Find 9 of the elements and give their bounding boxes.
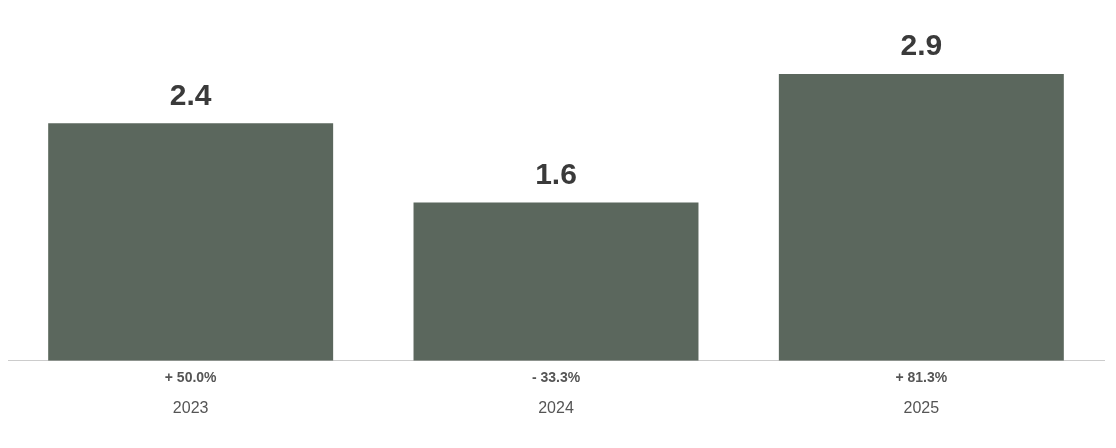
data-label: 1.6 (535, 156, 577, 190)
data-label: 2.9 (900, 28, 943, 62)
annotation: + 50.0% (164, 368, 218, 385)
x-tick-label: 2023 (172, 398, 209, 416)
x-tick-label: 2025 (903, 398, 940, 416)
annotation: - 33.3% (531, 368, 581, 385)
x-tick-label: 2024 (538, 398, 574, 416)
annotation: + 81.3% (895, 368, 948, 385)
data-label: 2.4 (169, 77, 212, 111)
